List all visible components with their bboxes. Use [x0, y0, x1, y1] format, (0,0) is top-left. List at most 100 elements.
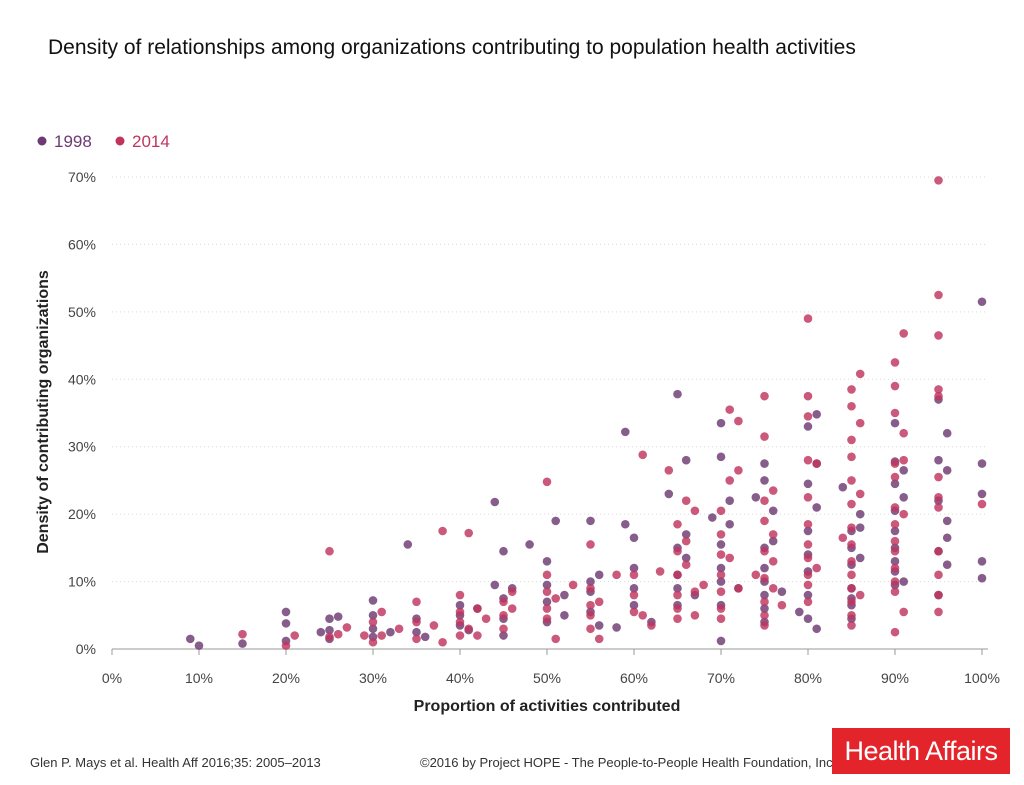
- data-point-2014: [438, 526, 447, 536]
- data-point-2014: [847, 499, 856, 509]
- data-point-1998: [594, 570, 604, 580]
- data-point-1998: [194, 641, 204, 650]
- y-tick-labels: 0% 10% 20% 30% 40% 50% 60% 70%: [68, 169, 96, 657]
- data-point-2014: [803, 553, 813, 563]
- data-point-1998: [560, 610, 569, 620]
- data-point-1998: [455, 600, 465, 610]
- data-point-2014: [803, 519, 813, 529]
- data-point-2014: [281, 641, 291, 650]
- data-point-2014: [638, 450, 647, 460]
- data-point-2014: [751, 570, 761, 580]
- data-point-2014: [681, 536, 691, 546]
- data-point-2014: [890, 587, 900, 596]
- data-point-1998: [716, 452, 726, 462]
- data-point-1998: [186, 634, 195, 644]
- x-tick-labels: 0% 10% 20% 30% 40% 50% 60% 70% 80% 90% 100%: [102, 670, 1000, 686]
- data-point-2014: [777, 600, 787, 610]
- data-point-2014: [847, 597, 856, 607]
- x-tick-label: 50%: [533, 670, 561, 686]
- chart-title: Density of relationships among organizat…: [48, 36, 856, 59]
- data-point-1998: [629, 563, 639, 573]
- y-tick-label: 10%: [68, 574, 96, 590]
- data-point-2014: [438, 637, 447, 647]
- data-point-2014: [768, 530, 778, 539]
- data-point-2014: [934, 176, 943, 185]
- data-point-2014: [716, 604, 726, 613]
- data-point-2014: [890, 627, 900, 637]
- data-point-2014: [673, 570, 682, 580]
- data-point-2014: [464, 528, 474, 538]
- data-point-2014: [725, 553, 734, 563]
- data-point-1998: [542, 580, 552, 590]
- data-point-1998: [586, 516, 595, 526]
- x-tick-label: 20%: [272, 670, 300, 686]
- data-point-2014: [890, 563, 900, 573]
- data-point-2014: [325, 546, 334, 556]
- health-affairs-logo: Health Affairs: [832, 728, 1010, 774]
- data-point-1998: [490, 580, 500, 590]
- data-point-2014: [934, 546, 943, 556]
- data-point-2014: [847, 385, 856, 394]
- legend-marker-1998: [37, 136, 47, 146]
- data-point-1998: [368, 624, 378, 634]
- data-point-1998: [716, 563, 726, 573]
- data-point-2014: [890, 577, 900, 586]
- gridlines: [111, 176, 988, 655]
- data-point-1998: [751, 492, 761, 502]
- data-point-2014: [586, 600, 595, 610]
- data-point-2014: [734, 466, 743, 475]
- data-point-2014: [629, 590, 639, 600]
- data-point-1998: [629, 584, 639, 593]
- data-point-1998: [716, 418, 726, 428]
- data-point-2014: [455, 631, 465, 640]
- data-point-2014: [803, 455, 813, 465]
- data-point-2014: [803, 580, 813, 590]
- data-point-2014: [934, 331, 943, 340]
- data-point-2014: [412, 634, 421, 644]
- data-point-2014: [847, 401, 856, 411]
- data-point-1998: [403, 540, 413, 549]
- data-point-1998: [238, 639, 247, 648]
- data-point-1998: [838, 482, 848, 492]
- data-point-1998: [725, 519, 734, 529]
- data-point-1998: [760, 563, 769, 573]
- legend-marker-2014: [115, 136, 125, 146]
- data-point-1998: [490, 497, 500, 507]
- data-point-1998: [812, 624, 821, 634]
- data-point-2014: [542, 477, 552, 487]
- data-point-1998: [899, 466, 908, 475]
- data-point-2014: [847, 621, 856, 630]
- data-point-2014: [890, 519, 900, 529]
- data-point-1998: [499, 631, 508, 640]
- data-point-2014: [899, 509, 908, 519]
- data-point-2014: [847, 523, 856, 532]
- data-point-1998: [803, 422, 813, 431]
- x-axis-label: Proportion of activities contributed: [414, 698, 681, 715]
- data-point-2014: [429, 621, 439, 630]
- data-point-2014: [934, 503, 943, 512]
- data-point-2014: [673, 604, 682, 613]
- legend-label-1998: 1998: [54, 132, 92, 151]
- data-point-2014: [847, 584, 856, 593]
- data-point-1998: [681, 553, 691, 563]
- data-point-2014: [847, 435, 856, 445]
- data-point-2014: [760, 597, 769, 607]
- data-point-2014: [725, 405, 734, 414]
- data-point-1998: [890, 479, 900, 489]
- data-point-2014: [899, 607, 908, 617]
- data-point-2014: [847, 557, 856, 566]
- data-point-2014: [890, 381, 900, 391]
- y-tick-label: 70%: [68, 169, 96, 185]
- data-point-2014: [716, 570, 726, 580]
- data-point-1998: [325, 625, 334, 635]
- legend: 1998 2014: [37, 132, 170, 151]
- data-point-1998: [977, 573, 987, 583]
- y-tick-label: 0%: [76, 641, 96, 657]
- data-point-2014: [673, 519, 682, 529]
- data-point-2014: [803, 570, 813, 580]
- data-point-1998: [621, 519, 630, 529]
- data-point-1998: [934, 455, 943, 465]
- data-point-2014: [325, 632, 334, 642]
- data-point-2014: [507, 587, 517, 596]
- data-point-2014: [394, 624, 404, 634]
